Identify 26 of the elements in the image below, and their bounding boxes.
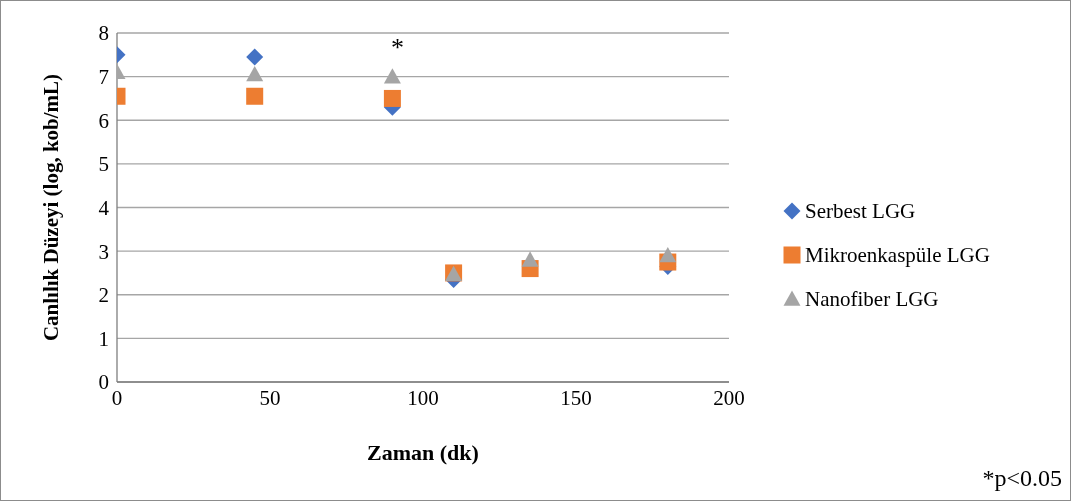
point bbox=[246, 48, 264, 66]
legend-label: Mikroenkaspüle LGG bbox=[805, 242, 990, 268]
y-tick-label: 1 bbox=[98, 326, 109, 351]
x-axis-title: Zaman (dk) bbox=[367, 440, 479, 465]
point bbox=[383, 68, 401, 84]
legend-label: Serbest LGG bbox=[805, 198, 916, 224]
y-tick-label: 4 bbox=[98, 195, 110, 220]
x-tick-label: 100 bbox=[407, 385, 439, 410]
y-tick-label: 7 bbox=[98, 65, 109, 90]
x-tick-label: 150 bbox=[560, 385, 592, 410]
point bbox=[659, 246, 677, 263]
point bbox=[383, 89, 401, 107]
point bbox=[521, 251, 539, 267]
y-tick-label: 8 bbox=[98, 21, 109, 46]
y-axis-title: Canlılık Düzeyi (log, kob/mL) bbox=[39, 73, 64, 342]
x-tick-label: 200 bbox=[713, 385, 745, 410]
point bbox=[246, 65, 264, 82]
point bbox=[246, 87, 264, 105]
annotation: * bbox=[391, 33, 404, 62]
y-tick-label: 5 bbox=[98, 152, 109, 177]
y-tick-label: 6 bbox=[98, 108, 109, 133]
legend-label: Nanofiber LGG bbox=[805, 286, 939, 312]
text: *p<0.05 bbox=[982, 465, 1062, 491]
y-tick-label: 3 bbox=[98, 239, 109, 264]
y-tick-label: 2 bbox=[98, 283, 109, 308]
x-tick-label: 50 bbox=[259, 385, 281, 410]
